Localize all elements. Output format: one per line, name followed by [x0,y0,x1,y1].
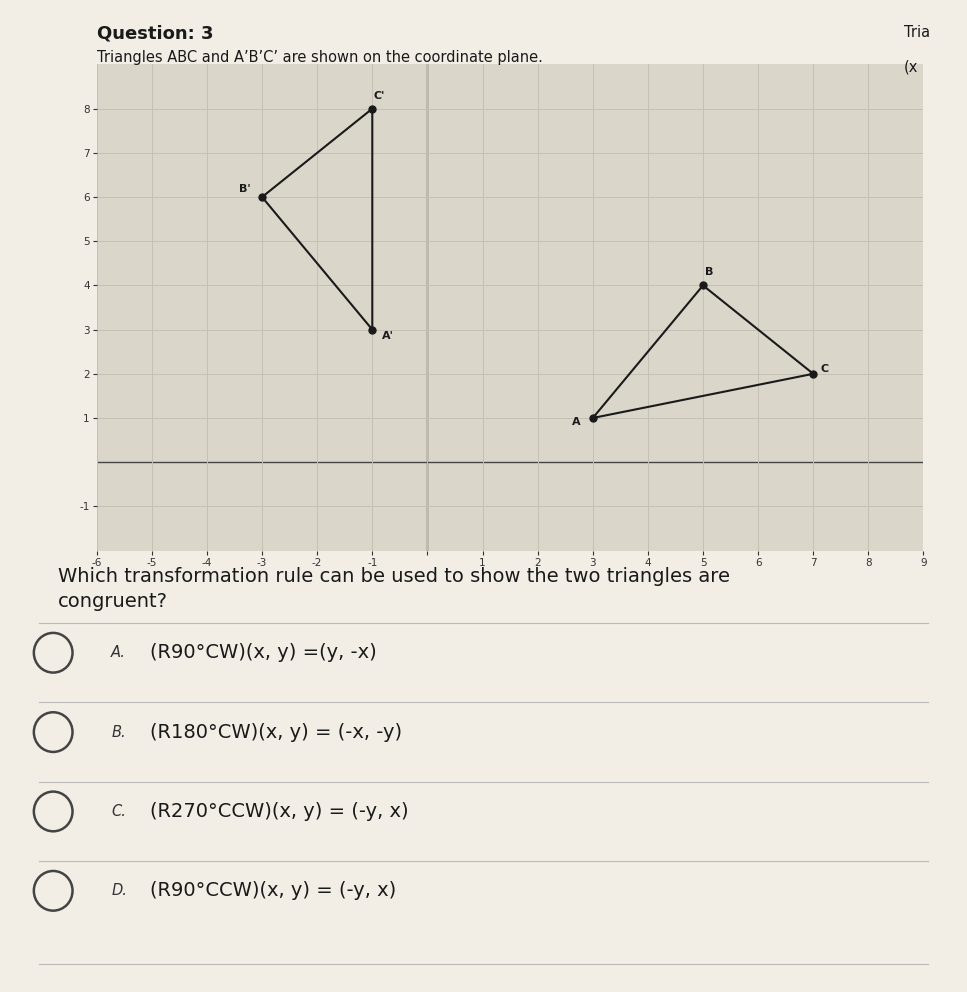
Text: Which transformation rule can be used to show the two triangles are
congruent?: Which transformation rule can be used to… [58,567,730,611]
Text: (R90°CW)(x, y) =(y, -x): (R90°CW)(x, y) =(y, -x) [150,643,376,663]
Text: A.: A. [111,645,126,661]
Text: C': C' [373,90,385,101]
Text: D.: D. [111,883,127,899]
Text: B': B' [239,184,250,193]
Text: (R180°CW)(x, y) = (-x, -y): (R180°CW)(x, y) = (-x, -y) [150,722,402,742]
Text: (R270°CCW)(x, y) = (-y, x): (R270°CCW)(x, y) = (-y, x) [150,802,408,821]
Text: Question: 3: Question: 3 [97,25,213,43]
Text: Tria: Tria [904,25,930,40]
Text: B.: B. [111,724,126,740]
Text: A: A [571,417,580,427]
Text: C.: C. [111,804,126,819]
Text: Triangles ABC and A’B’C’ are shown on the coordinate plane.: Triangles ABC and A’B’C’ are shown on th… [97,50,542,64]
Text: (x: (x [904,60,919,74]
Text: (R90°CCW)(x, y) = (-y, x): (R90°CCW)(x, y) = (-y, x) [150,881,396,901]
Text: C: C [820,364,829,374]
Text: B: B [706,268,714,278]
Text: A': A' [382,330,394,340]
